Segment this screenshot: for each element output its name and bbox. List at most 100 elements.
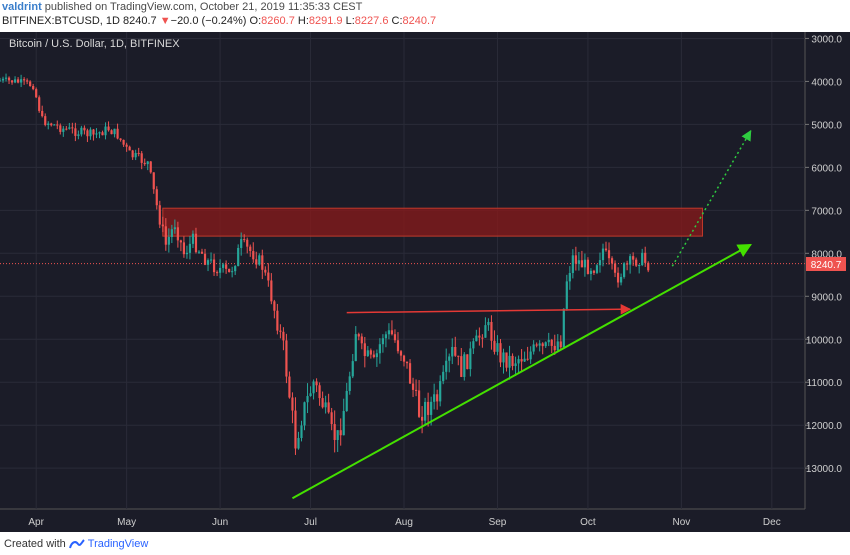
candle-body — [417, 390, 421, 417]
candle-body — [408, 363, 412, 384]
candle-body — [92, 129, 95, 135]
candle-body — [197, 251, 201, 253]
candle-body — [414, 389, 418, 391]
candle-body — [182, 242, 186, 255]
projected-breakout — [671, 129, 752, 267]
candle-body — [463, 354, 466, 377]
candle-body — [137, 152, 140, 154]
last-price: 8240.7 — [123, 15, 157, 27]
candle-body — [167, 236, 170, 245]
price-tick-label: 9000.0 — [811, 292, 842, 303]
candle-body — [568, 273, 571, 282]
candle-body — [225, 264, 228, 269]
candle-body — [231, 271, 234, 273]
candle-body — [372, 354, 375, 358]
candle-body — [276, 310, 279, 331]
candle-body — [134, 152, 137, 158]
candle-body — [330, 412, 333, 425]
price-axis-background[interactable] — [805, 32, 850, 532]
chart-legend: Bitcoin / U.S. Dollar, 1D, BITFINEX — [9, 38, 180, 50]
candle-body — [571, 255, 574, 274]
created-with-label: Created with — [4, 538, 66, 550]
candle-body — [629, 256, 632, 265]
candle-body — [562, 308, 565, 348]
candle-body — [318, 385, 321, 399]
resistance-zone — [162, 207, 703, 237]
publish-header: valdrint published on TradingView.com, O… — [2, 1, 362, 15]
candle-body — [161, 224, 164, 227]
candle-body — [381, 338, 385, 345]
candle-body — [1, 78, 5, 81]
candle-body — [484, 325, 487, 338]
candle-body — [641, 252, 644, 266]
candle-body — [586, 259, 590, 274]
candle-body — [294, 410, 297, 449]
candle-body — [583, 259, 587, 268]
candle-body — [77, 134, 80, 136]
candle-body — [56, 124, 59, 126]
time-axis[interactable]: Apr May Jun Jul Aug Sep Oct Nov Dec — [28, 517, 780, 528]
candle-body — [243, 239, 246, 241]
candle-body — [493, 340, 496, 352]
candle-body — [399, 351, 403, 356]
candle-body — [252, 251, 255, 260]
candle-body — [237, 247, 240, 267]
candle-body — [16, 79, 20, 83]
candle-body — [351, 361, 354, 377]
candle-body — [466, 354, 469, 370]
open-value: 8260.7 — [261, 15, 295, 27]
price-axis[interactable]: 3000.0 4000.0 5000.0 6000.0 7000.0 8000.0 9000… — [805, 34, 842, 475]
last-price-tag: 8240.7 — [811, 260, 842, 271]
candle-body — [520, 359, 523, 362]
price-tick-label: 13000.0 — [806, 464, 843, 475]
ticker-info-bar: BITFINEX:BTCUSD, 1D 8240.7 ▼−20.0 (−0.24… — [2, 15, 436, 29]
candle-body — [538, 343, 541, 346]
candle-body — [158, 205, 161, 225]
candle-body — [35, 89, 38, 98]
candle-body — [303, 402, 306, 426]
grid — [0, 32, 805, 509]
candle-body — [496, 343, 499, 352]
candle-body — [345, 390, 348, 412]
candle-body — [300, 425, 303, 439]
candle-body — [95, 133, 98, 135]
tradingview-logo-icon — [68, 539, 85, 549]
candle-body — [445, 360, 448, 372]
candle-body — [44, 116, 47, 125]
price-chart[interactable]: 3000.0 4000.0 5000.0 6000.0 7000.0 8000.0 9000… — [0, 32, 850, 532]
candle-body — [143, 162, 146, 165]
candle-body — [59, 125, 62, 132]
candle-body — [246, 239, 249, 247]
candle-body — [559, 341, 562, 348]
candle-body — [490, 321, 493, 341]
candle-body — [104, 126, 107, 136]
candle-body — [580, 260, 583, 268]
candle-body — [610, 258, 614, 264]
author-name[interactable]: valdrint — [2, 1, 42, 13]
candle-body — [327, 402, 330, 413]
candle-body — [433, 394, 436, 402]
tradingview-brand[interactable]: TradingView — [87, 538, 149, 550]
candle-body — [475, 335, 478, 342]
candle-body — [420, 416, 424, 421]
candle-body — [430, 401, 433, 415]
candle-body — [635, 259, 638, 266]
candle-body — [601, 248, 605, 261]
candle-body — [206, 260, 210, 265]
candle-body — [324, 402, 327, 408]
candle-body — [375, 353, 378, 358]
candle-body — [502, 352, 505, 363]
candle-body — [309, 393, 312, 397]
candle-body — [339, 430, 342, 436]
chart-background — [0, 32, 850, 532]
candle-body — [460, 356, 463, 377]
time-axis-background[interactable] — [0, 509, 850, 532]
candle-body — [592, 270, 596, 273]
candle-body — [297, 438, 300, 449]
candle-body — [448, 356, 451, 361]
candle-body — [65, 128, 68, 130]
candle-body — [499, 343, 502, 363]
candle-body — [360, 336, 363, 344]
candle-body — [13, 79, 17, 83]
candle-body — [384, 334, 388, 339]
